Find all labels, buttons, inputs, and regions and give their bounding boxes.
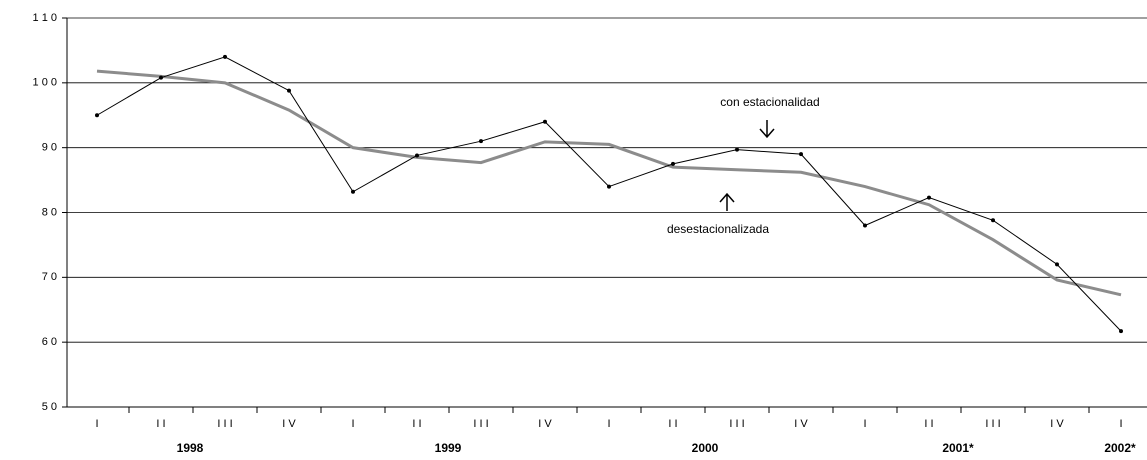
point — [863, 223, 867, 228]
x-tick-label: I I — [924, 418, 933, 430]
annotation: desestacionalizada — [667, 222, 769, 236]
y-tick-label: 1 1 0 — [33, 12, 57, 24]
point — [351, 189, 355, 194]
x-tick-label: I I — [668, 418, 677, 430]
point — [671, 161, 675, 166]
point — [735, 147, 739, 152]
x-tick-label: I I I — [729, 418, 744, 430]
x-tick-label: I V — [538, 418, 552, 430]
x-tick-label: I V — [1050, 418, 1064, 430]
x-tick-label: I I — [156, 418, 165, 430]
point — [95, 113, 99, 118]
x-tick-label: I I I — [985, 418, 1000, 430]
year-label: 2000 — [692, 441, 719, 455]
y-tick-label: 6 0 — [42, 336, 57, 348]
year-label: 1998 — [177, 441, 204, 455]
point — [927, 195, 931, 200]
x-tick-label: I — [351, 418, 354, 430]
y-tick-label: 1 0 0 — [33, 77, 57, 89]
y-tick-label: 7 0 — [42, 271, 57, 283]
x-tick-label: I — [1119, 418, 1122, 430]
annotation: con estacionalidad — [720, 95, 819, 109]
point — [159, 75, 163, 80]
x-tick-label: I V — [282, 418, 296, 430]
point — [223, 54, 227, 59]
arrow — [719, 192, 735, 211]
point — [799, 152, 803, 157]
x-tick-label: I — [863, 418, 866, 430]
series-line — [96, 69, 1122, 297]
arrow — [759, 120, 775, 139]
year-label: 1999 — [435, 441, 462, 455]
point — [991, 218, 995, 223]
year-label: 2001* — [942, 441, 974, 455]
point — [479, 139, 483, 144]
year-label: 2002* — [1104, 441, 1136, 455]
point — [1119, 329, 1123, 334]
x-tick-label: I I I — [473, 418, 488, 430]
point — [1055, 262, 1059, 267]
point — [607, 184, 611, 189]
y-tick-label: 8 0 — [42, 206, 57, 218]
x-tick-label: I V — [794, 418, 808, 430]
x-tick-label: I I — [412, 418, 421, 430]
point — [543, 119, 547, 124]
y-tick-label: 9 0 — [42, 142, 57, 154]
y-tick-label: 5 0 — [42, 401, 57, 413]
x-tick-label: I I I — [217, 418, 232, 430]
x-tick-label: I — [95, 418, 98, 430]
x-tick-label: I — [607, 418, 610, 430]
point — [415, 153, 419, 158]
point — [287, 88, 291, 93]
series-line — [96, 56, 1122, 332]
